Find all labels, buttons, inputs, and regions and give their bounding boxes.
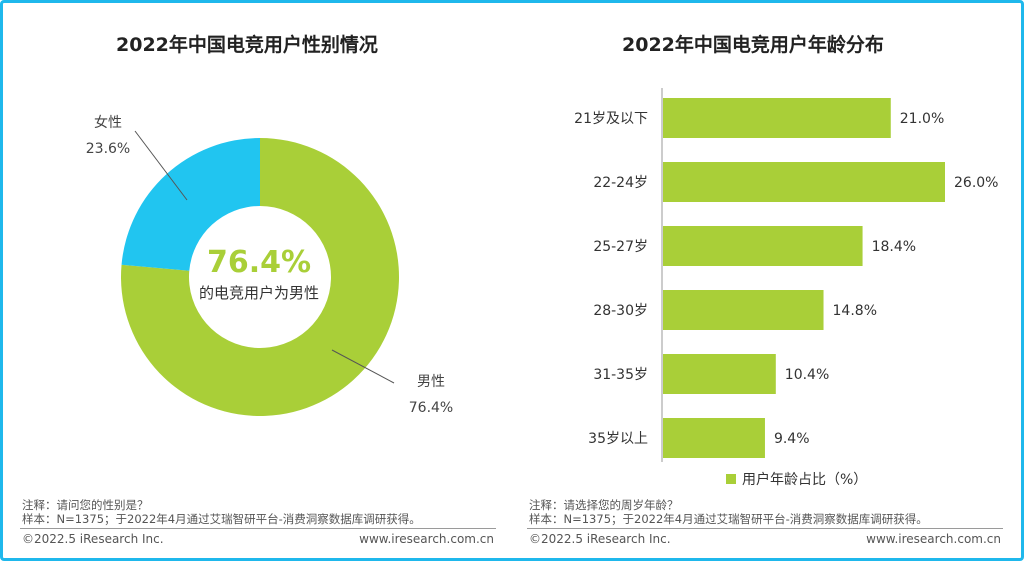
age-value-label: 14.8% [833, 303, 877, 319]
left-note-sample: 样本：N=1375；于2022年4月通过艾瑞智研平台-消费洞察数据库调研获得。 [22, 512, 421, 526]
donut-center-value: 76.4% [207, 245, 311, 280]
legend-label: 用户年龄占比（%） [742, 471, 867, 488]
male-label: 男性 [417, 374, 445, 390]
donut-slice-0 [121, 138, 400, 416]
male-value-label: 76.4% [409, 400, 453, 416]
age-category-label: 31-35岁 [593, 367, 648, 383]
left-footer-rule [20, 528, 496, 529]
age-bar-chart: 21岁及以下 21.0% 22-24岁 26.0% 25-27岁 18.4% 28-30岁 1… [574, 98, 998, 458]
legend-swatch [726, 474, 736, 484]
male-leader-line [331, 349, 395, 384]
donut-center-caption: 的电竞用户为男性 [199, 284, 319, 302]
right-footer-rule [527, 528, 1003, 529]
age-value-label: 10.4% [785, 367, 829, 383]
age-value-label: 21.0% [900, 111, 944, 127]
right-copyright: ©2022.5 iResearch Inc. [529, 532, 671, 546]
right-note-question: 注释：请选择您的周岁年龄？ [529, 498, 679, 512]
gender-donut-chart [121, 138, 400, 416]
left-note-question: 注释：请问您的性别是？ [22, 498, 149, 512]
age-category-label: 35岁以上 [588, 431, 648, 447]
right-website: www.iresearch.com.cn [866, 532, 1001, 546]
age-bar-5 [663, 418, 765, 458]
age-bar-4 [663, 354, 776, 394]
age-chart-title: 2022年中国电竞用户年龄分布 [622, 34, 884, 56]
gender-chart-title: 2022年中国电竞用户性别情况 [116, 34, 378, 56]
age-value-label: 9.4% [774, 431, 810, 447]
female-leader-line [134, 130, 188, 201]
female-value-label: 23.6% [86, 141, 130, 157]
left-copyright: ©2022.5 iResearch Inc. [22, 532, 164, 546]
age-value-label: 18.4% [872, 239, 916, 255]
age-category-label: 21岁及以下 [574, 111, 648, 127]
age-category-label: 28-30岁 [593, 303, 648, 319]
age-value-label: 26.0% [954, 175, 998, 191]
age-bar-3 [663, 290, 824, 330]
age-bar-2 [663, 226, 863, 266]
left-website: www.iresearch.com.cn [359, 532, 494, 546]
female-label: 女性 [94, 114, 122, 131]
age-bar-0 [663, 98, 891, 138]
age-bar-1 [663, 162, 945, 202]
donut-slice-1 [121, 138, 260, 271]
right-note-sample: 样本：N=1375；于2022年4月通过艾瑞智研平台-消费洞察数据库调研获得。 [529, 512, 928, 526]
age-category-label: 22-24岁 [593, 175, 648, 191]
age-category-label: 25-27岁 [593, 239, 648, 255]
